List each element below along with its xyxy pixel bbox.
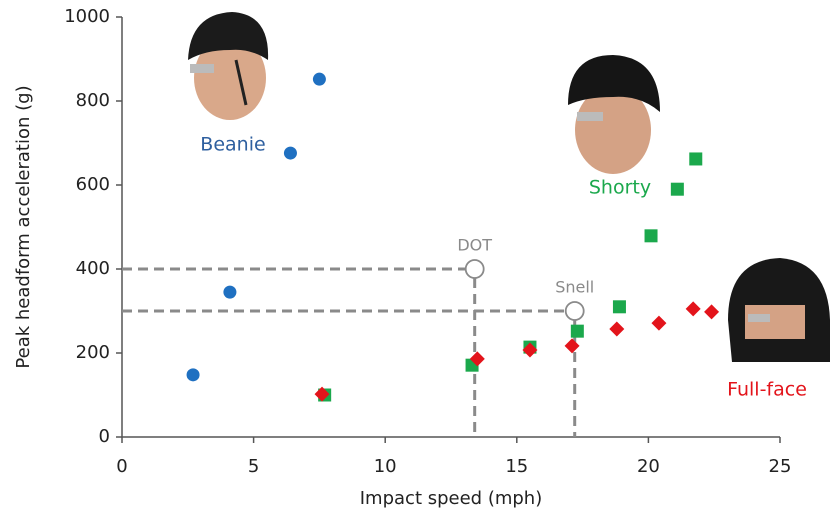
y-tick-label: 600 <box>76 174 110 195</box>
point <box>571 325 584 338</box>
y-tick-label: 400 <box>76 258 110 279</box>
point <box>313 73 326 86</box>
y-tick-label: 1000 <box>64 6 110 27</box>
full-face-head-image <box>728 258 830 362</box>
reference-point <box>566 302 584 320</box>
y-tick-label: 200 <box>76 342 110 363</box>
point <box>609 322 624 337</box>
x-axis-label: Impact speed (mph) <box>360 488 543 509</box>
point <box>645 229 658 242</box>
beanie-head-image <box>188 12 268 120</box>
x-tick-label: 5 <box>248 456 259 477</box>
point <box>223 286 236 299</box>
point <box>613 300 626 313</box>
reference-label: Snell <box>555 278 594 297</box>
point <box>284 147 297 160</box>
point <box>187 368 200 381</box>
series-label: Full-face <box>727 379 807 401</box>
x-tick-label: 25 <box>769 456 792 477</box>
point <box>651 316 666 331</box>
series-label: Beanie <box>200 134 265 156</box>
y-axis-label: Peak headform acceleration (g) <box>13 85 34 368</box>
point <box>671 183 684 196</box>
chart: Impact speed (mph) Peak headform acceler… <box>0 0 838 518</box>
reference-point <box>466 260 484 278</box>
reference-label: DOT <box>457 236 492 255</box>
point <box>689 152 702 165</box>
point <box>565 338 580 353</box>
point <box>686 301 701 316</box>
y-tick-label: 800 <box>76 90 110 111</box>
y-tick-label: 0 <box>99 426 110 447</box>
shorty-head-image <box>568 55 660 174</box>
series-label: Shorty <box>589 177 651 199</box>
x-tick-label: 0 <box>116 456 127 477</box>
point <box>704 304 719 319</box>
x-tick-label: 20 <box>637 456 660 477</box>
x-tick-label: 15 <box>505 456 528 477</box>
x-tick-label: 10 <box>374 456 397 477</box>
